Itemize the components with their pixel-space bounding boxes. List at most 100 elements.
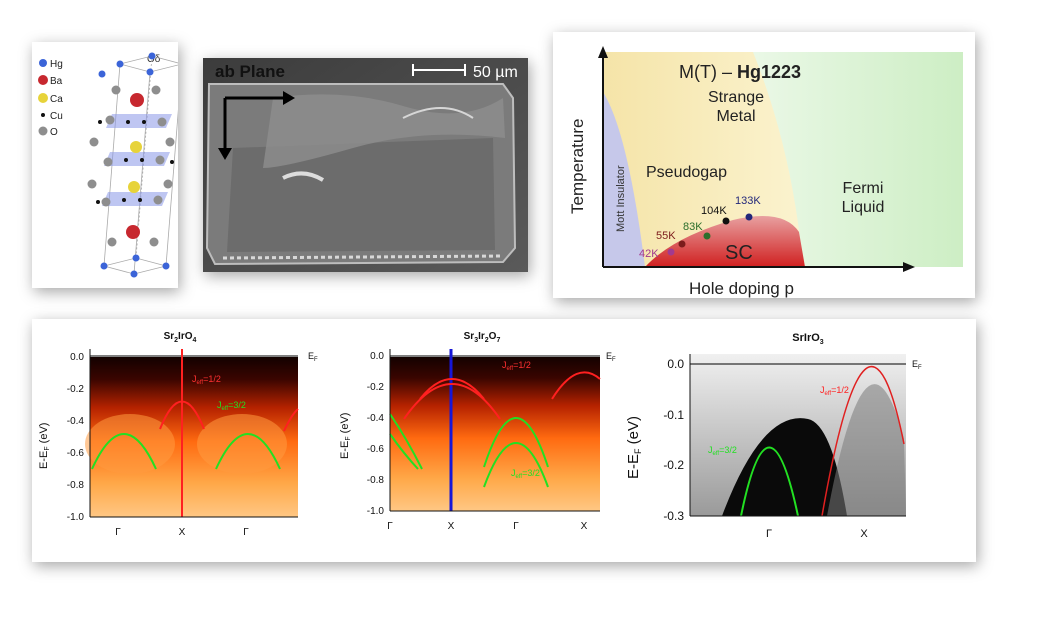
svg-text:-0.8: -0.8: [367, 475, 385, 486]
svg-text:-1.0: -1.0: [67, 512, 85, 523]
strange-metal-label-2: Metal: [716, 108, 755, 125]
svg-text:-0.1: -0.1: [663, 408, 684, 422]
cu-legend-dot: [41, 113, 45, 117]
ba-legend-label: Ba: [50, 76, 63, 87]
svg-text:0.0: 0.0: [667, 357, 684, 371]
phase-diagram-panel: M(T) – Hg1223 Temperature Hole doping p …: [553, 32, 975, 298]
plot1-y-ticks: 0.0 -0.2 -0.4 -0.6 -0.8 -1.0: [67, 352, 85, 523]
plot2-jeff-half-band-2: [551, 371, 601, 400]
arpes-plot-sriro3: SrIrO3 Jeff=1/2 Jeff=3/2 0.0 -0.1 -0.2 -…: [625, 332, 922, 540]
scale-bar: [412, 64, 466, 76]
plot1-x-ticks: Γ X Γ: [115, 527, 249, 538]
plot2-ylabel: E-EF (eV): [339, 413, 352, 459]
svg-text:X: X: [448, 521, 455, 532]
o-delta-label: Oδ: [147, 54, 161, 65]
svg-text:-0.4: -0.4: [67, 416, 85, 427]
svg-text:-0.2: -0.2: [663, 458, 684, 472]
element-legend: Hg Ba Ca Cu O: [38, 59, 63, 138]
mott-insulator-region: [603, 92, 645, 267]
ca-legend-dot: [38, 93, 48, 103]
svg-text:-0.6: -0.6: [67, 448, 85, 459]
svg-text:-1.0: -1.0: [367, 506, 385, 517]
cu-legend-label: Cu: [50, 111, 63, 122]
tc-label-55k: 55K: [656, 230, 676, 242]
plot1-jeff-threehalf-label: Jeff=3/2: [217, 400, 246, 412]
tc-point-83k: [703, 232, 711, 240]
arpes-plot-sr2iro4: Sr2IrO4 Jeff=1/2 Jeff=3/2 0.0 -0.2 -0.4 …: [38, 331, 318, 538]
plot2-jeff-half-label: Jeff=1/2: [502, 360, 531, 372]
plot3-jeff-half-label: Jeff=1/2: [820, 385, 849, 397]
ca-legend-label: Ca: [50, 94, 63, 105]
fermi-liquid-label: Fermi: [843, 180, 884, 197]
svg-text:Γ: Γ: [513, 521, 519, 532]
temperature-axis-label: Temperature: [568, 119, 587, 214]
strange-metal-label: Strange: [708, 89, 764, 106]
svg-text:-0.8: -0.8: [67, 480, 85, 491]
sem-image-panel: ab Plane 50 µm: [203, 58, 528, 272]
sem-micrograph: ab Plane 50 µm: [203, 58, 528, 272]
atoms: [87, 52, 175, 278]
plot2-jeff-threehalf-band-1: [483, 417, 549, 468]
svg-text:Γ: Γ: [115, 527, 121, 538]
plot1-jeff-threehalf-band-1: [91, 433, 157, 470]
tc-point-55k: [678, 240, 686, 248]
plot2-jeff-threehalf-band-2: [483, 442, 549, 488]
plot2-spectrum: [390, 349, 600, 511]
hole-doping-axis-label: Hole doping p: [689, 279, 794, 298]
plot3-jeff-threehalf-label: Jeff=3/2: [708, 445, 737, 457]
arpes-panel: Sr2IrO4 Jeff=1/2 Jeff=3/2 0.0 -0.2 -0.4 …: [32, 319, 976, 562]
plot3-title: SrIrO3: [792, 332, 824, 346]
sc-label: SC: [725, 242, 753, 264]
tc-point-104k: [722, 217, 730, 225]
tc-points: 42K 55K 83K 104K 133K: [639, 195, 761, 260]
svg-text:X: X: [581, 521, 588, 532]
sem-title: ab Plane: [215, 62, 285, 81]
o-legend-label: O: [50, 127, 58, 138]
plot3-jeff-half-band: [821, 365, 905, 517]
hg-legend-label: Hg: [50, 59, 63, 70]
svg-text:Γ: Γ: [387, 521, 393, 532]
plot2-ef-label: EF: [606, 351, 616, 363]
plot1-ylabel: E-EF (eV): [38, 423, 51, 469]
crystal-structure-figure: Hg Ba Ca Cu O Oδ: [38, 52, 184, 278]
plot2-title: Sr3Ir2O7: [464, 331, 501, 344]
svg-text:X: X: [179, 527, 186, 538]
ba-legend-dot: [38, 75, 48, 85]
plot1-jeff-threehalf-band-2: [215, 433, 281, 470]
pseudogap-label: Pseudogap: [646, 164, 727, 181]
plot3-y-ticks: 0.0 -0.1 -0.2 -0.3: [663, 357, 684, 523]
cuo2-planes: [102, 114, 172, 206]
scale-label: 50 µm: [473, 64, 518, 81]
svg-text:Γ: Γ: [243, 527, 249, 538]
tc-label-133k: 133K: [735, 195, 761, 207]
phase-diagram: M(T) – Hg1223 Temperature Hole doping p …: [568, 46, 963, 298]
plot1-ef-label: EF: [308, 351, 318, 363]
o-legend-dot: [38, 126, 48, 136]
plot2-y-ticks: 0.0 -0.2 -0.4 -0.6 -0.8 -1.0: [367, 351, 385, 517]
phase-title: M(T) – Hg1223: [679, 62, 801, 82]
arpes-figure: Sr2IrO4 Jeff=1/2 Jeff=3/2 0.0 -0.2 -0.4 …: [38, 331, 922, 540]
svg-text:-0.4: -0.4: [367, 413, 385, 424]
svg-text:0.0: 0.0: [70, 352, 84, 363]
axes-arrows: [218, 91, 295, 160]
sc-dome: [645, 216, 805, 267]
plot2-jeff-half-band-1: [403, 383, 501, 420]
svg-text:-0.3: -0.3: [663, 509, 684, 523]
pseudogap-region: [603, 52, 803, 267]
plot2-jeff-threehalf-label: Jeff=3/2: [511, 468, 540, 480]
tc-label-83k: 83K: [683, 221, 703, 233]
fermi-liquid-label-2: Liquid: [842, 199, 885, 216]
svg-text:Γ: Γ: [766, 528, 772, 540]
tc-point-133k: [745, 213, 753, 221]
svg-text:-0.6: -0.6: [367, 444, 385, 455]
plot3-ylabel: E-EF (eV): [625, 416, 643, 479]
plot1-jeff-half-band: [159, 400, 205, 430]
tc-label-42k: 42K: [639, 248, 659, 260]
crystal-structure-panel: Hg Ba Ca Cu O Oδ: [32, 42, 184, 288]
svg-text:0.0: 0.0: [370, 351, 384, 362]
mott-insulator-label: Mott Insulator: [615, 165, 627, 232]
svg-text:-0.2: -0.2: [67, 384, 85, 395]
plot3-ef-label: EF: [912, 359, 922, 371]
tc-label-104k: 104K: [701, 205, 727, 217]
svg-text:X: X: [860, 528, 868, 540]
